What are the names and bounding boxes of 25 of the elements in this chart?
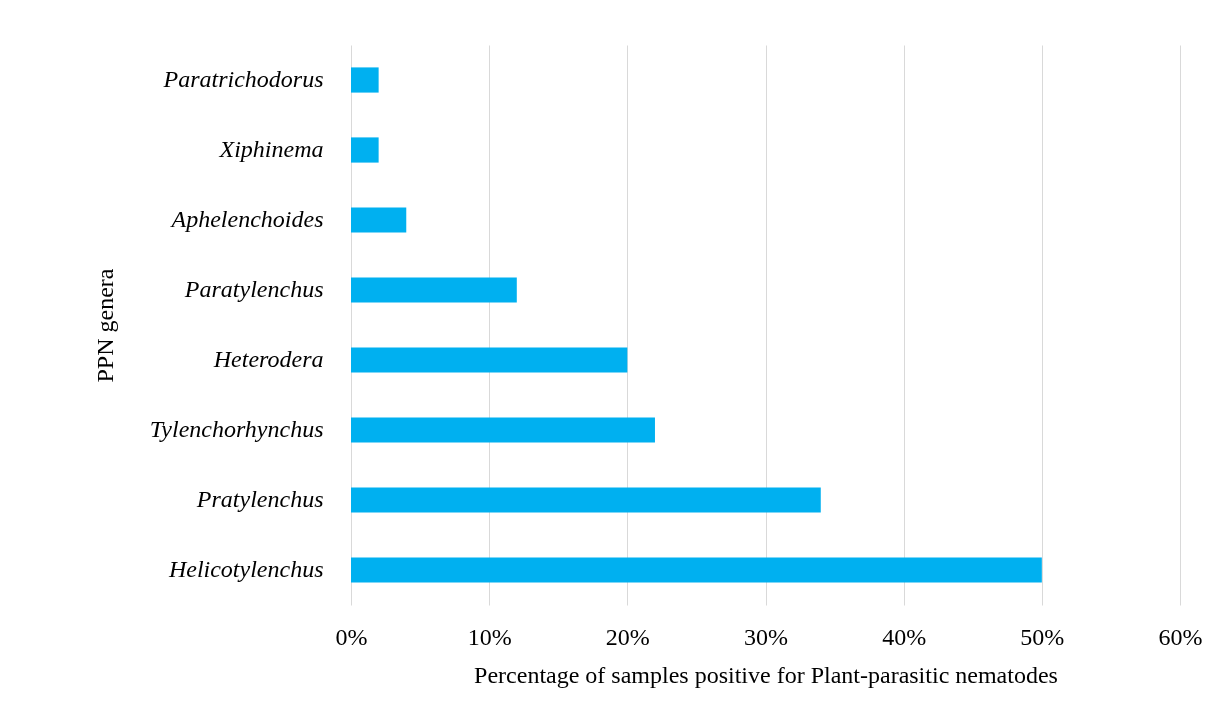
bar <box>351 67 379 93</box>
bar <box>351 207 407 233</box>
bar <box>351 557 1042 583</box>
y-tick-label: Helicotylenchus <box>167 556 324 582</box>
y-tick-label: Heterodera <box>212 346 324 372</box>
y-tick-label: Pratylenchus <box>195 486 324 512</box>
y-tick-label: Tylenchorhynchus <box>149 416 324 442</box>
x-tick-label: 20% <box>605 623 650 650</box>
x-tick-label: 50% <box>1020 623 1065 650</box>
x-tick-label: 10% <box>467 623 512 650</box>
x-tick-label: 60% <box>1158 623 1203 650</box>
x-tick-label: 0% <box>335 623 368 650</box>
y-tick-label: Aphelenchoides <box>169 206 324 232</box>
x-axis-title: Percentage of samples positive for Plant-parasitic nematodes <box>474 661 1058 688</box>
bar <box>351 487 821 513</box>
bar <box>351 277 517 303</box>
y-tick-label: Xiphinema <box>218 136 324 162</box>
x-tick-label: 40% <box>882 623 927 650</box>
bar <box>351 347 628 373</box>
bar <box>351 137 379 163</box>
y-tick-label: Paratylenchus <box>183 276 324 302</box>
bar <box>351 417 655 443</box>
x-tick-label: 30% <box>744 623 788 650</box>
y-tick-label: Paratrichodorus <box>162 66 324 92</box>
y-axis-title: PPN genera <box>91 268 118 383</box>
